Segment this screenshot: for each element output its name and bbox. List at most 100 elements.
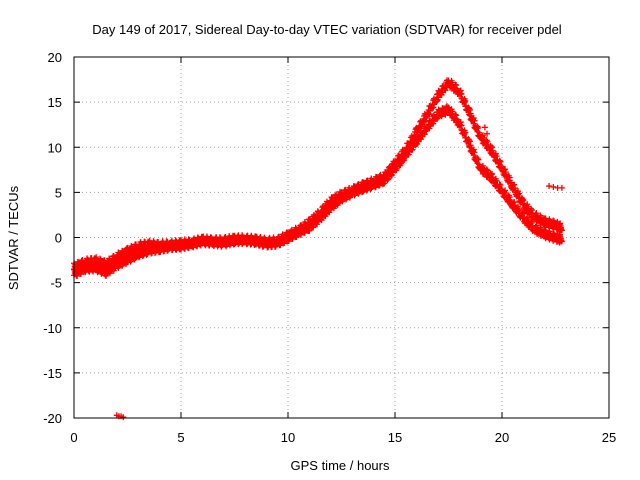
data-point [445, 104, 452, 111]
data-point [493, 177, 500, 184]
data-point [502, 187, 509, 194]
data-point [502, 169, 509, 176]
data-point [484, 167, 491, 174]
data-point [558, 238, 565, 245]
data-point [546, 183, 553, 190]
data-point [475, 124, 482, 131]
data-point [550, 183, 557, 190]
data-point [520, 197, 527, 204]
data-point [471, 117, 478, 124]
data-point [96, 255, 103, 262]
data-point [497, 182, 504, 189]
data-point [511, 202, 518, 209]
x-axis-label: GPS time / hours [291, 458, 390, 473]
data-point [484, 130, 491, 137]
x-tick-label: 10 [281, 430, 295, 445]
y-tick-label: 10 [48, 140, 62, 155]
data-point [542, 227, 549, 234]
data-point [97, 263, 104, 270]
data-point [558, 184, 565, 191]
data-point [497, 158, 504, 165]
data-point [483, 166, 490, 173]
y-tick-label: -10 [43, 321, 62, 336]
data-point [550, 229, 557, 236]
data-point [511, 181, 518, 188]
data-point [426, 111, 433, 118]
data-point [558, 227, 565, 234]
data-point [178, 238, 184, 245]
x-tick-labels: 0 5 10 15 20 25 [70, 430, 616, 445]
data-point [480, 134, 487, 141]
data-point [489, 170, 496, 177]
data-point [537, 226, 544, 233]
x-tick-label: 0 [70, 430, 77, 445]
data-point [120, 414, 127, 421]
data-point [127, 258, 134, 265]
data-point [466, 138, 473, 145]
data-points [71, 77, 565, 421]
data-point [528, 218, 535, 225]
data-point [506, 193, 513, 200]
y-tick-label: -20 [43, 411, 62, 426]
data-point [462, 129, 469, 136]
data-point [515, 206, 522, 213]
data-point [499, 163, 505, 170]
data-point [502, 190, 509, 197]
data-point [542, 215, 549, 222]
data-point [458, 122, 465, 129]
data-point [452, 111, 459, 118]
y-tick-label: 15 [48, 95, 62, 110]
data-point [519, 196, 526, 203]
data-point [511, 185, 518, 192]
data-point [520, 210, 527, 217]
grid-lines [74, 57, 609, 418]
data-point [537, 214, 544, 221]
y-tick-label: 5 [55, 185, 62, 200]
data-point [489, 144, 496, 151]
data-point [421, 131, 428, 138]
data-point [515, 190, 522, 197]
series-track-B [71, 103, 565, 279]
data-point [414, 140, 421, 147]
y-tick-label: 20 [48, 50, 62, 65]
data-point [511, 198, 518, 205]
data-point [496, 157, 503, 164]
data-point [467, 142, 474, 149]
x-tick-label: 5 [177, 430, 184, 445]
data-point [426, 125, 433, 132]
data-point [524, 203, 531, 210]
y-tick-labels: -20 -15 -10 -5 0 5 10 15 20 [43, 50, 62, 426]
y-tick-label: 0 [55, 231, 62, 246]
data-point [470, 114, 477, 121]
data-point [471, 149, 478, 156]
data-point [79, 256, 86, 263]
data-point [449, 79, 456, 86]
data-point [493, 153, 500, 160]
y-axis-label: SDTVAR / TECUs [6, 185, 21, 290]
data-point [550, 217, 557, 224]
data-point [470, 146, 477, 153]
data-point [430, 120, 437, 127]
data-point [550, 218, 557, 225]
data-point [430, 104, 437, 111]
data-point [528, 219, 535, 226]
data-point [462, 97, 469, 104]
data-point [467, 110, 474, 117]
y-tick-label: -5 [50, 276, 62, 291]
data-point [96, 262, 103, 269]
chart-title: Day 149 of 2017, Sidereal Day-to-day VTE… [92, 22, 562, 37]
data-point [458, 90, 465, 97]
y-tick-label: -15 [43, 366, 62, 381]
data-point [479, 132, 486, 139]
data-point [496, 181, 503, 188]
data-point [449, 108, 456, 115]
data-point [466, 106, 473, 113]
data-point [457, 119, 464, 126]
data-point [533, 210, 540, 217]
data-point [314, 221, 321, 228]
series-isolated-points [113, 124, 565, 421]
data-point [453, 116, 460, 123]
data-point [475, 156, 482, 163]
x-tick-label: 15 [388, 430, 402, 445]
